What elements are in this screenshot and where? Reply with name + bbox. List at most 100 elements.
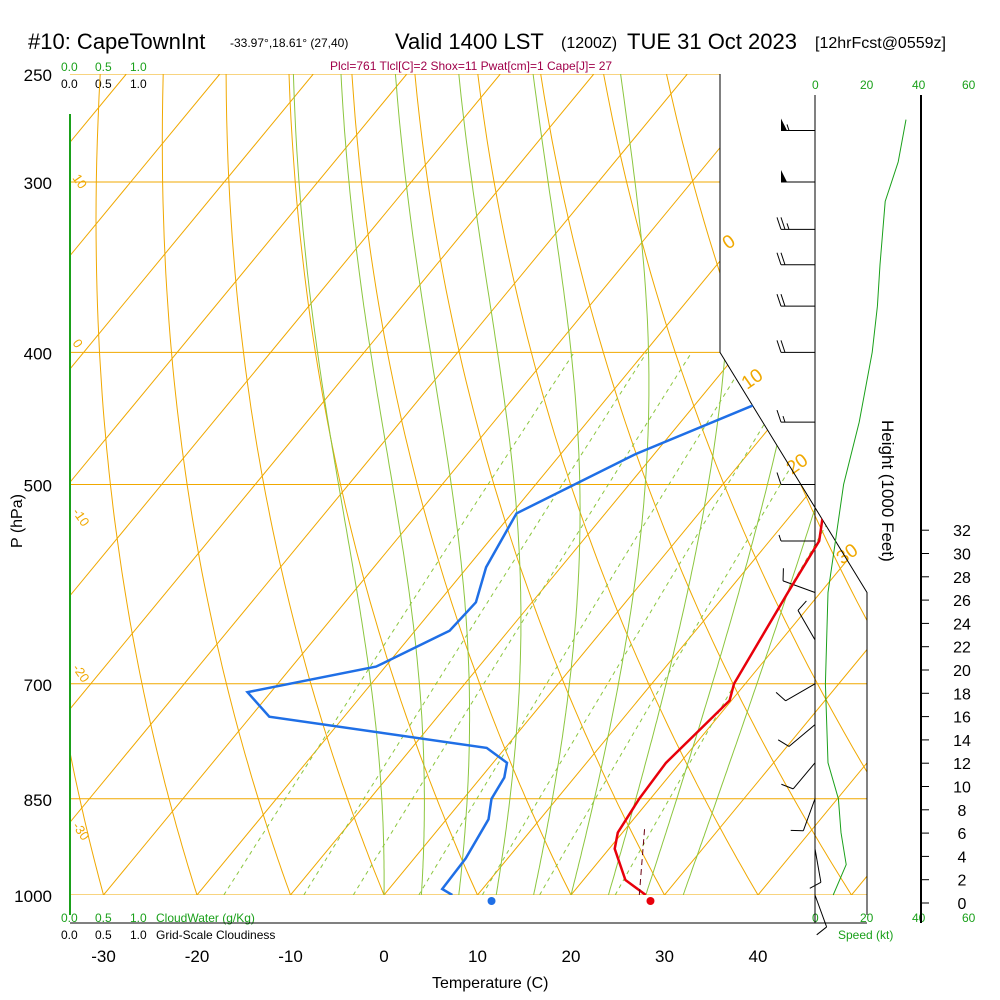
wind-barb xyxy=(776,294,815,307)
wind-barb xyxy=(778,534,815,542)
height-tick-label: 30 xyxy=(953,547,971,564)
temperature-tick-label: 20 xyxy=(562,947,581,966)
barb-pennant xyxy=(781,118,787,131)
wind-barb xyxy=(776,472,815,485)
wind-barb xyxy=(776,252,815,266)
wind-barb xyxy=(776,409,815,423)
barb-staff xyxy=(792,762,816,790)
sounding-profiles xyxy=(245,96,867,895)
cloudiness-tick-bottom: 0.0 xyxy=(61,928,78,942)
wind-barb xyxy=(781,169,815,183)
wind-barb xyxy=(777,724,816,747)
speed-tick-top: 60 xyxy=(962,78,976,92)
pressure-tick-label: 250 xyxy=(24,66,52,85)
isotherm-line xyxy=(664,74,867,895)
barb-full xyxy=(776,252,782,265)
barb-half xyxy=(782,415,786,423)
cloudiness-tick-top: 1.0 xyxy=(130,77,147,91)
temperature-tick-label: -30 xyxy=(91,947,116,966)
dewpoint-profile xyxy=(245,118,867,895)
height-tick-label: 18 xyxy=(953,686,971,703)
isotherm-line xyxy=(103,74,782,895)
barb-staff xyxy=(802,798,816,831)
wind-barb xyxy=(781,118,815,131)
height-tick-label: 2 xyxy=(958,873,967,890)
zulu-time: (1200Z) xyxy=(561,35,617,52)
barb-full xyxy=(809,881,822,889)
temperature-tick-label: 30 xyxy=(655,947,674,966)
height-tick-label: 8 xyxy=(958,803,967,820)
barb-full xyxy=(780,217,786,230)
barb-full xyxy=(780,252,786,265)
cloudiness-tick-bottom: 0.5 xyxy=(95,928,112,942)
adiabat-label: 20 xyxy=(783,450,812,479)
moist-adiabat xyxy=(394,74,471,895)
pressure-tick-label: 500 xyxy=(24,477,52,496)
station-coords: -33.97°,18.61° (27,40) xyxy=(230,36,348,50)
mixing-ratio-label: 8 xyxy=(473,897,488,911)
mixing-ratio-line xyxy=(352,352,693,895)
barb-full xyxy=(776,217,782,230)
valid-time: Valid 1400 LST xyxy=(395,29,544,54)
isotherm-line xyxy=(851,74,867,895)
moist-adiabat xyxy=(458,74,522,895)
stability-indices: Plcl=761 Tlcl[C]=2 Shox=11 Pwat[cm]=1 Ca… xyxy=(330,59,612,73)
cloudiness-tick-bottom: 1.0 xyxy=(130,928,147,942)
dry-adiabat xyxy=(350,74,587,895)
pressure-tick-label: 1000 xyxy=(14,887,52,906)
barb-full xyxy=(780,294,786,307)
speed-tick-top: 40 xyxy=(912,78,926,92)
thermo-grid: 1 2 3 5 8 12 20 xyxy=(70,74,867,911)
pressure-tick-label: 700 xyxy=(24,676,52,695)
wind-barb xyxy=(797,600,816,641)
cloudwater-tick-bottom: 0.5 xyxy=(95,911,112,925)
wind-barb xyxy=(814,894,828,936)
isotherm-line xyxy=(70,74,314,895)
barb-half xyxy=(778,534,782,542)
barb-half xyxy=(786,223,790,230)
dry-adiabat xyxy=(847,74,867,895)
wind-barb xyxy=(809,848,822,889)
adiabat-label: 0 xyxy=(719,231,740,254)
speed-tick-bottom: 60 xyxy=(962,911,976,925)
cloudiness-tick-top: 0.5 xyxy=(95,77,112,91)
barb-full xyxy=(797,600,807,611)
wind-barb xyxy=(781,762,816,790)
mixing-ratio-label: 5 xyxy=(409,897,424,911)
speed-tick-top: 0 xyxy=(812,78,819,92)
dry-adiabat xyxy=(412,74,681,895)
isotherm-line xyxy=(383,74,867,895)
speed-tick-bottom: 20 xyxy=(860,911,874,925)
dry-adiabat xyxy=(661,74,867,895)
barb-full xyxy=(780,340,786,353)
barb-full xyxy=(816,926,827,936)
surface-temperature-dot xyxy=(646,897,655,905)
moist-adiabat xyxy=(682,74,867,895)
wind-barb xyxy=(775,683,816,702)
height-tick-label: 10 xyxy=(953,780,971,797)
dry-adiabat xyxy=(598,74,867,895)
temperature-tick-label: 10 xyxy=(468,947,487,966)
wind-barb xyxy=(782,568,816,593)
temperature-tick-label: -20 xyxy=(185,947,210,966)
barb-half xyxy=(786,124,790,131)
dry-adiabat xyxy=(161,74,302,895)
cloudwater-tick-bottom: 1.0 xyxy=(130,911,147,925)
isotherm-line xyxy=(70,74,408,895)
wind-barbs xyxy=(775,118,828,936)
cloudwater-tick-top: 0.0 xyxy=(61,60,78,74)
dry-adiabat xyxy=(95,74,207,895)
height-tick-label: 6 xyxy=(958,826,967,843)
height-tick-label: 22 xyxy=(953,640,971,657)
mixing-ratio-line xyxy=(303,352,648,895)
forecast-run: [12hrFcst@0559z] xyxy=(815,35,946,52)
cloudiness-tick-top: 0.0 xyxy=(61,77,78,91)
barb-staff xyxy=(814,894,828,928)
temperature-profile xyxy=(613,96,867,895)
speed-tick-top: 20 xyxy=(860,78,874,92)
height-tick-label: 24 xyxy=(953,616,971,633)
x-axis-title: Temperature (C) xyxy=(432,975,548,992)
dry-adiabat xyxy=(70,74,113,895)
